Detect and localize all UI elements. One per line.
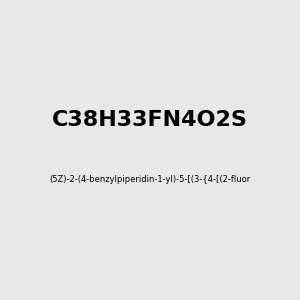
Text: (5Z)-2-(4-benzylpiperidin-1-yl)-5-[(3-{4-[(2-fluor: (5Z)-2-(4-benzylpiperidin-1-yl)-5-[(3-{4… bbox=[50, 176, 250, 184]
Text: C38H33FN4O2S: C38H33FN4O2S bbox=[52, 110, 248, 130]
